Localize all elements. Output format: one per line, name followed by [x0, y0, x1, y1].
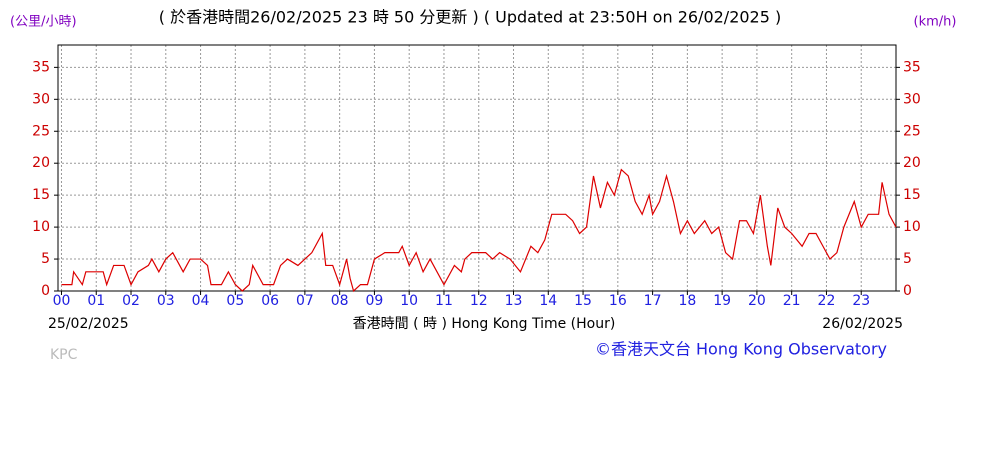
y2-tick-label: 0: [903, 283, 912, 299]
x-tick-label: 15: [574, 293, 592, 309]
wind-line: [61, 168, 897, 293]
start-date: 25/02/2025: [48, 316, 129, 332]
end-date: 26/02/2025: [822, 316, 903, 332]
x-tick-label: 08: [331, 293, 349, 309]
y2-tick-label: 20: [903, 155, 921, 171]
x-tick-label: 18: [678, 293, 696, 309]
x-tick-label: 00: [53, 293, 71, 309]
x-tick-label: 21: [783, 293, 801, 309]
y-tick-label: 25: [32, 123, 50, 139]
y2-tick-label: 30: [903, 91, 921, 107]
y2-tick-label: 35: [903, 59, 921, 75]
y-tick-label: 30: [32, 91, 50, 107]
station: KPC: [50, 347, 78, 363]
x-tick-label: 02: [122, 293, 140, 309]
x-tick-label: 05: [226, 293, 244, 309]
x-tick-label: 01: [87, 293, 105, 309]
y2-axis-label: (km/h): [914, 15, 957, 30]
y-tick-label: 15: [32, 187, 50, 203]
x-tick-label: 23: [852, 293, 870, 309]
x-tick-label: 19: [713, 293, 731, 309]
x-tick-label: 12: [470, 293, 488, 309]
x-tick-label: 10: [400, 293, 418, 309]
chart-title: ( 於香港時間26/02/2025 23 時 50 分更新 ) ( Update…: [159, 8, 782, 27]
credit: ©香港天文台 Hong Kong Observatory: [595, 340, 887, 359]
x-axis-label: 香港時間 ( 時 ) Hong Kong Time (Hour): [353, 316, 616, 332]
y2-tick-label: 5: [903, 251, 912, 267]
y-tick-label: 20: [32, 155, 50, 171]
x-tick-label: 03: [157, 293, 175, 309]
y2-tick-label: 25: [903, 123, 921, 139]
x-tick-label: 04: [192, 293, 210, 309]
x-tick-label: 14: [539, 293, 557, 309]
y-tick-label: 10: [32, 219, 50, 235]
x-tick-label: 16: [609, 293, 627, 309]
x-tick-label: 13: [505, 293, 523, 309]
x-tick-label: 17: [644, 293, 662, 309]
x-tick-label: 11: [435, 293, 453, 309]
plot-border: [57, 44, 897, 292]
y-axis-label: (公里/小時): [10, 15, 77, 30]
x-tick-label: 07: [296, 293, 314, 309]
y-tick-label: 35: [32, 59, 50, 75]
x-tick-label: 06: [261, 293, 279, 309]
x-tick-label: 22: [818, 293, 836, 309]
y-tick-label: 0: [41, 283, 50, 299]
y2-tick-label: 15: [903, 187, 921, 203]
x-tick-label: 09: [366, 293, 384, 309]
x-tick-label: 20: [748, 293, 766, 309]
y2-tick-label: 10: [903, 219, 921, 235]
y-tick-label: 5: [41, 251, 50, 267]
